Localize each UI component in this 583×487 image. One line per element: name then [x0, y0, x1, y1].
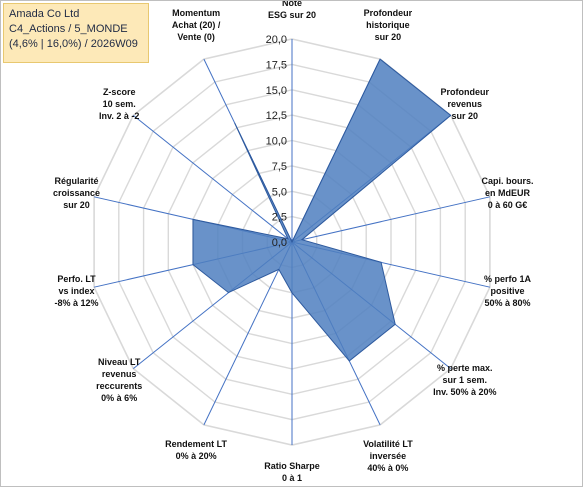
- category-label: Ratio Sharpe 0 à 1: [264, 461, 320, 483]
- radial-tick-label: 20,0: [266, 34, 287, 46]
- portfolio-category: C4_Actions / 5_MONDE: [9, 23, 128, 35]
- category-label: Volatilité LT inversée 40% à 0%: [363, 439, 413, 473]
- category-label: Profondeur revenus sur 20: [441, 87, 490, 121]
- category-label: Rendement LT 0% à 20%: [165, 439, 227, 461]
- company-name: Amada Co Ltd: [9, 8, 80, 20]
- category-label: Perfo. LT vs index -8% à 12%: [54, 274, 98, 308]
- radial-tick-label: 2,5: [272, 212, 287, 224]
- category-label: Niveau LT revenus reccurents 0% à 6%: [96, 357, 142, 403]
- axis-spoke: [132, 115, 293, 243]
- category-label: Profondeur historique sur 20: [364, 8, 413, 42]
- category-label: Note ESG sur 20: [268, 1, 316, 20]
- category-label: Régularité croissance sur 20: [53, 176, 100, 210]
- category-label: % perfo 1A positive 50% à 80%: [484, 274, 532, 308]
- radial-tick-label: 7,5: [272, 161, 287, 173]
- category-label: Momentum Achat (20) / Vente (0): [172, 8, 221, 42]
- radial-tick-label: 5,0: [272, 186, 287, 198]
- category-label: Capi. bours. en MdEUR 0 à 60 G€: [481, 176, 533, 210]
- axis-spoke: [291, 196, 491, 243]
- series-area: [192, 58, 452, 362]
- radial-tick-label: 15,0: [266, 85, 287, 97]
- radial-tick-label: 17,5: [266, 59, 287, 71]
- axis-label-layer: Note ESG sur 20 Profondeur historique sur 20…: [53, 1, 534, 483]
- series-layer: [192, 58, 452, 362]
- performance-summary: (4,6% | 16,0%) / 2026W09: [9, 38, 138, 50]
- category-label: % perte max. sur 1 sem. Inv. 50% à 20%: [433, 363, 496, 397]
- axis-spoke: [203, 241, 293, 426]
- stock-info-box: Amada Co Ltd C4_Actions / 5_MONDE (4,6% …: [3, 3, 149, 63]
- radial-tick-label: 0,0: [272, 237, 287, 249]
- radial-tick-label: 10,0: [266, 136, 287, 148]
- tick-layer: 0,0 2,5 5,0 7,5 10,0 12,5 15,0 17,5 20,0: [266, 34, 287, 249]
- radial-tick-label: 12,5: [266, 110, 287, 122]
- category-label: Z-score 10 sem. Inv. 2 à -2: [99, 87, 139, 121]
